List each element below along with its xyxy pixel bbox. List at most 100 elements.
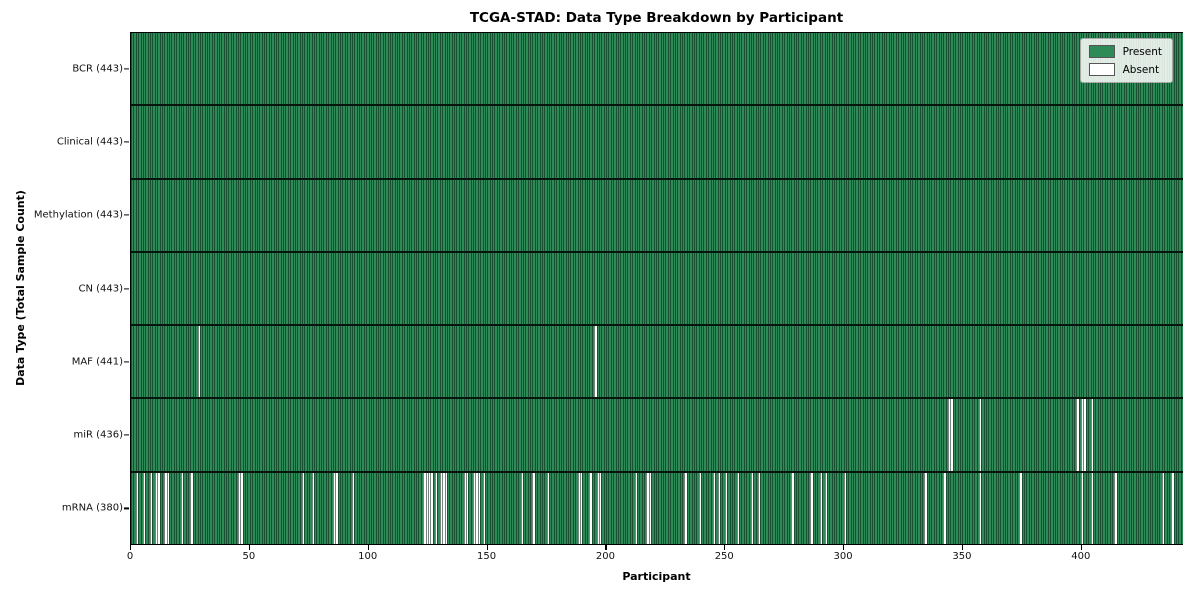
matrix-cell xyxy=(634,252,637,325)
matrix-cell xyxy=(389,179,393,251)
matrix-cell xyxy=(1145,252,1148,325)
matrix-cell xyxy=(508,472,511,544)
matrix-cell xyxy=(627,106,630,178)
matrix-cell xyxy=(1050,33,1053,105)
matrix-cell xyxy=(209,179,212,251)
matrix-cell xyxy=(511,399,514,471)
matrix-cell xyxy=(777,33,780,105)
matrix-cell xyxy=(188,326,191,398)
matrix-cell xyxy=(568,399,571,471)
matrix-cell xyxy=(1142,399,1146,471)
matrix-cell xyxy=(553,326,557,398)
matrix-cell xyxy=(762,472,766,544)
matrix-cell xyxy=(344,179,348,251)
matrix-cell xyxy=(499,252,502,325)
matrix-cell xyxy=(1147,106,1150,178)
matrix-cell xyxy=(242,326,245,398)
matrix-cell xyxy=(891,106,894,178)
matrix-cell xyxy=(306,326,310,398)
matrix-cell xyxy=(145,33,148,105)
matrix-cell xyxy=(368,106,371,178)
matrix-cell xyxy=(655,179,659,251)
matrix-cell xyxy=(1071,472,1074,544)
matrix-cell xyxy=(309,399,312,471)
matrix-cell xyxy=(442,472,445,544)
matrix-cell xyxy=(579,399,583,471)
matrix-cell xyxy=(351,326,355,398)
matrix-cell xyxy=(264,179,267,251)
matrix-cell xyxy=(850,106,853,178)
matrix-cell xyxy=(1059,252,1062,325)
matrix-cell xyxy=(465,179,469,251)
matrix-cell xyxy=(404,472,407,544)
matrix-cell xyxy=(708,179,711,251)
matrix-cell xyxy=(169,179,172,251)
matrix-cell xyxy=(831,326,834,398)
matrix-cell xyxy=(705,472,709,544)
matrix-cell xyxy=(214,326,217,398)
matrix-cell xyxy=(1069,106,1072,178)
matrix-cell xyxy=(1050,399,1053,471)
matrix-cell xyxy=(456,33,459,105)
matrix-cell xyxy=(993,179,996,251)
matrix-cell xyxy=(1057,33,1060,105)
matrix-cell xyxy=(534,106,538,178)
matrix-cell xyxy=(1083,106,1086,178)
matrix-cell xyxy=(807,399,811,471)
matrix-cell xyxy=(171,252,174,325)
matrix-cell xyxy=(432,179,435,251)
x-tick-mark xyxy=(843,545,845,550)
matrix-cell xyxy=(515,252,519,325)
matrix-cell xyxy=(287,252,291,325)
matrix-cell xyxy=(575,326,578,398)
matrix-cell xyxy=(962,33,965,105)
matrix-cell xyxy=(807,179,811,251)
matrix-cell xyxy=(287,326,291,398)
matrix-cell xyxy=(380,179,383,251)
matrix-cell xyxy=(249,472,253,544)
matrix-cell xyxy=(912,399,915,471)
matrix-cell xyxy=(152,33,155,105)
matrix-cell xyxy=(1064,472,1067,544)
matrix-cell xyxy=(560,472,564,544)
matrix-cell xyxy=(575,179,578,251)
matrix-cell xyxy=(769,252,773,325)
matrix-cell xyxy=(418,472,421,544)
matrix-cell xyxy=(1009,33,1013,105)
matrix-cell xyxy=(563,106,566,178)
matrix-cell xyxy=(180,179,184,251)
matrix-cell xyxy=(1116,106,1119,178)
matrix-cell xyxy=(758,252,761,325)
matrix-cell xyxy=(1097,399,1100,471)
matrix-cell xyxy=(572,179,576,251)
matrix-cell xyxy=(439,326,443,398)
matrix-cell xyxy=(636,326,640,398)
matrix-cell xyxy=(945,106,948,178)
matrix-cell xyxy=(230,399,234,471)
matrix-cell xyxy=(245,472,248,544)
matrix-cell xyxy=(152,399,155,471)
matrix-cell xyxy=(1178,252,1181,325)
matrix-cell xyxy=(615,33,618,105)
matrix-cell xyxy=(297,33,300,105)
matrix-cell xyxy=(157,399,160,471)
matrix-cell xyxy=(957,106,960,178)
matrix-cell xyxy=(1005,252,1008,325)
matrix-cell xyxy=(465,106,469,178)
matrix-cell xyxy=(572,106,576,178)
matrix-cell xyxy=(311,472,314,544)
matrix-cell xyxy=(853,33,856,105)
matrix-cell xyxy=(1116,326,1119,398)
matrix-cell xyxy=(679,33,682,105)
matrix-cell xyxy=(152,326,155,398)
matrix-cell xyxy=(399,326,402,398)
matrix-cell xyxy=(1090,326,1093,398)
matrix-cell xyxy=(150,33,153,105)
matrix-cell xyxy=(513,106,516,178)
matrix-cell xyxy=(829,399,832,471)
matrix-cell xyxy=(142,33,146,105)
matrix-cell xyxy=(857,399,861,471)
matrix-cell xyxy=(1040,399,1043,471)
matrix-cell xyxy=(860,33,863,105)
matrix-cell xyxy=(1031,106,1034,178)
